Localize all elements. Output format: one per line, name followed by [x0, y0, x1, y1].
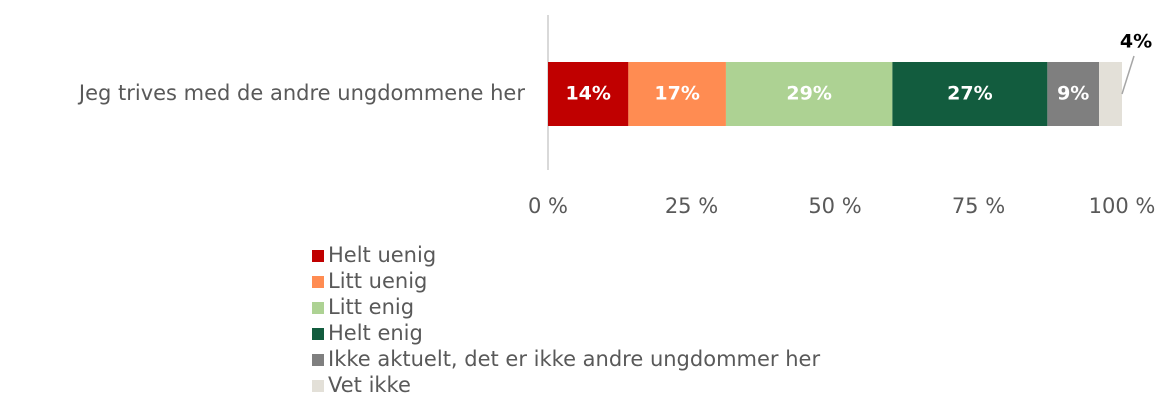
- value-label: 17%: [654, 83, 699, 105]
- bar-segment: [628, 62, 726, 126]
- legend-label: Litt enig: [328, 295, 414, 319]
- x-tick-label: 100 %: [1089, 194, 1156, 218]
- bar-segment: [1047, 62, 1100, 126]
- bar-segment: [892, 62, 1048, 126]
- legend-label: Ikke aktuelt, det er ikke andre ungdomme…: [328, 347, 820, 371]
- legend-swatch: [312, 250, 324, 262]
- legend-swatch: [312, 354, 324, 366]
- value-label: 27%: [947, 83, 992, 105]
- x-tick-label: 0 %: [528, 194, 568, 218]
- bar-segment: [725, 62, 893, 126]
- x-tick-label: 50 %: [808, 194, 861, 218]
- legend-swatch: [312, 276, 324, 288]
- value-label: 14%: [565, 83, 610, 105]
- value-label: 29%: [786, 83, 831, 105]
- legend-label: Vet ikke: [328, 373, 411, 397]
- legend-swatch: [312, 328, 324, 340]
- bar-segment: [1099, 62, 1122, 126]
- legend-label: Litt uenig: [328, 269, 427, 293]
- x-tick-label: 75 %: [952, 194, 1005, 218]
- value-label: 9%: [1057, 83, 1089, 105]
- legend-label: Helt uenig: [328, 243, 436, 267]
- legend-label: Helt enig: [328, 321, 423, 345]
- value-label: 4%: [1120, 31, 1152, 53]
- x-tick-label: 25 %: [665, 194, 718, 218]
- legend-swatch: [312, 302, 324, 314]
- legend-swatch: [312, 380, 324, 392]
- leader-line: [1121, 55, 1135, 95]
- category-label: Jeg trives med de andre ungdommene her: [77, 81, 525, 105]
- bar-segment: [548, 62, 629, 126]
